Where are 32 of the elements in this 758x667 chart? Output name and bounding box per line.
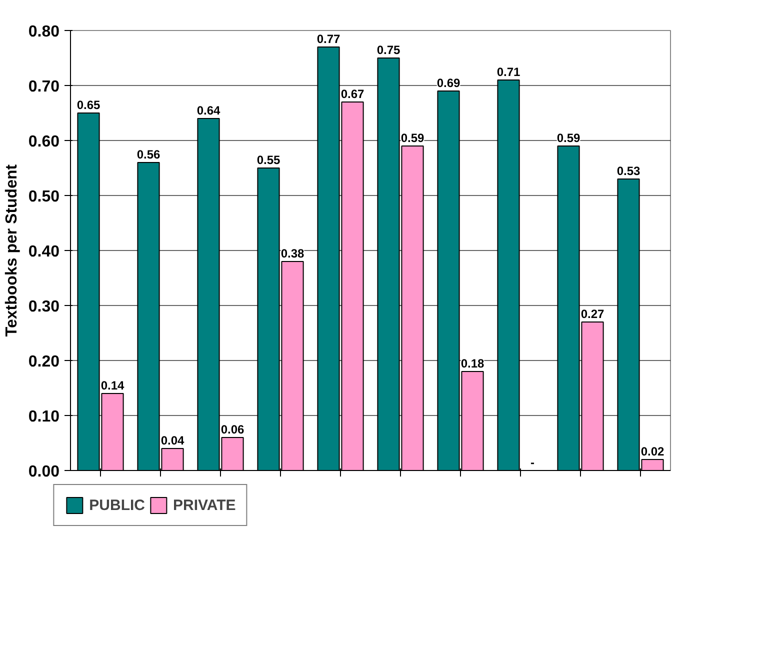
data-label: 0.02 [640, 444, 665, 458]
y-tick-label: 0.50 [28, 188, 60, 206]
y-tick-label: 0.10 [28, 408, 60, 426]
y-tick-label: 0.40 [28, 244, 60, 260]
y-tick-label: 0.20 [28, 354, 60, 370]
data-label: 0.59 [400, 131, 425, 145]
data-label: 0.75 [376, 43, 401, 57]
y-axis-title: Textbooks per Student [3, 164, 20, 337]
y-tick-label: 0.00 [28, 464, 60, 480]
legend-label: PUBLIC [89, 496, 146, 514]
y-tick-label: 0.60 [28, 134, 60, 150]
data-label: 0.14 [100, 378, 125, 392]
data-label: 0.38 [280, 246, 305, 260]
data-label: 0.56 [136, 148, 161, 162]
y-tick-label: 0.30 [28, 298, 60, 316]
data-label: 0.64 [196, 104, 221, 118]
data-label: 0.06 [220, 422, 245, 436]
data-label: 0.59 [556, 131, 581, 145]
legend-label: PRIVATE [173, 496, 236, 514]
data-label: 0.77 [316, 32, 341, 46]
data-label: 0.69 [436, 76, 461, 90]
text: - [530, 456, 534, 470]
data-label: 0.65 [76, 98, 101, 112]
data-label: 0.27 [580, 307, 605, 321]
data-label: 0.18 [460, 356, 485, 370]
y-tick-label: 0.70 [28, 78, 60, 96]
data-label: 0.53 [616, 164, 641, 178]
data-label: 0.55 [256, 153, 281, 167]
data-label: 0.67 [340, 87, 365, 101]
y-tick-label: 0.80 [28, 24, 60, 40]
data-label: 0.04 [160, 434, 185, 448]
data-label: 0.71 [496, 65, 521, 79]
